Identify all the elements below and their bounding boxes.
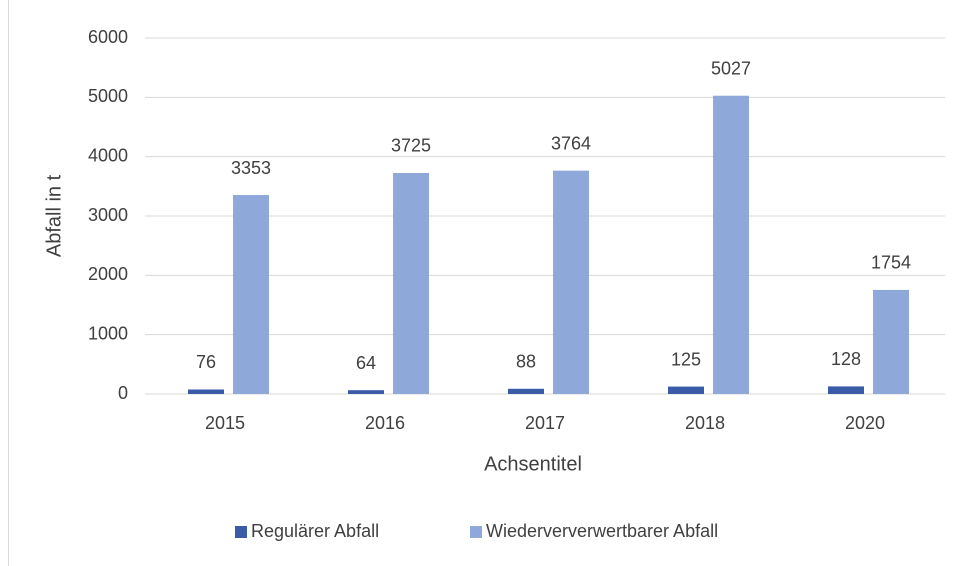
data-label: 64	[356, 353, 376, 373]
x-tick-label: 2017	[525, 413, 565, 433]
data-label: 3764	[551, 133, 591, 153]
data-label: 125	[671, 349, 701, 369]
bar	[553, 170, 589, 394]
legend-swatch	[235, 526, 247, 538]
data-label: 3725	[391, 136, 431, 156]
bar	[393, 172, 429, 394]
legend-swatch	[470, 526, 482, 538]
y-tick-label: 1000	[88, 323, 128, 343]
data-label: 128	[831, 349, 861, 369]
x-tick-label: 2015	[205, 413, 245, 433]
y-tick-label: 6000	[88, 27, 128, 47]
data-label: 76	[196, 352, 216, 372]
x-tick-label: 2018	[685, 413, 725, 433]
data-label: 1754	[871, 253, 911, 273]
x-tick-label: 2020	[845, 413, 885, 433]
bar	[828, 386, 864, 394]
data-label: 88	[516, 352, 536, 372]
bar	[348, 390, 384, 394]
data-label: 5027	[711, 58, 751, 78]
bar	[713, 95, 749, 395]
legend-label: Regulärer Abfall	[251, 521, 379, 541]
bar	[668, 386, 704, 394]
y-tick-label: 5000	[88, 86, 128, 106]
y-tick-label: 2000	[88, 264, 128, 284]
legend-label: Wiederververwertbarer Abfall	[486, 521, 718, 541]
bar	[233, 195, 269, 394]
x-tick-label: 2016	[365, 413, 405, 433]
bar	[873, 289, 909, 394]
chart-frame	[8, 0, 964, 566]
y-tick-label: 0	[118, 383, 128, 403]
bar	[508, 388, 544, 394]
y-tick-label: 3000	[88, 205, 128, 225]
bar	[188, 389, 224, 394]
y-axis-label: Abfall in t	[43, 174, 65, 257]
x-axis-label: Achsentitel	[484, 453, 582, 475]
y-tick-label: 4000	[88, 145, 128, 165]
data-label: 3353	[231, 158, 271, 178]
